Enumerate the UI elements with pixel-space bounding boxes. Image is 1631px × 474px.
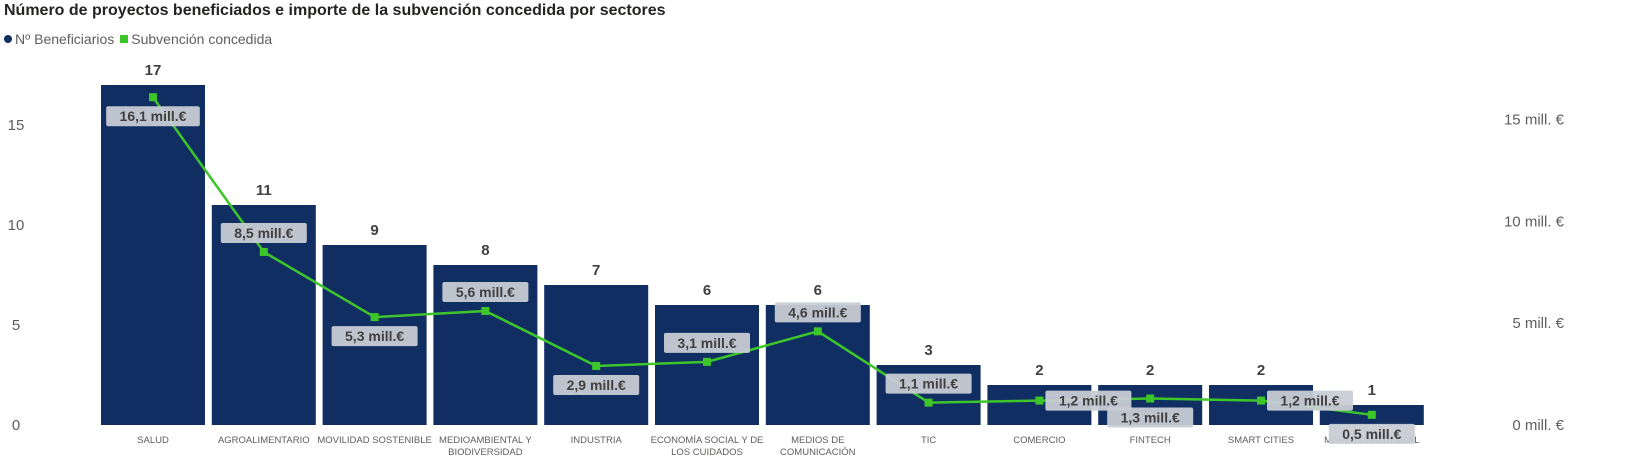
category-label-10: SMART CITIES <box>1228 435 1294 446</box>
line-label-11: 0,5 mill.€ <box>1342 426 1401 442</box>
bars <box>101 85 1424 425</box>
legend-item-beneficiarios[interactable]: Nº Beneficiarios <box>4 31 114 47</box>
left-axis-tick-10: 10 <box>8 217 25 234</box>
line-label-9: 1,3 mill.€ <box>1121 410 1180 426</box>
line-label-box-5 <box>664 332 750 353</box>
category-label-7: TIC <box>921 435 936 446</box>
subvencion-line <box>149 93 1376 419</box>
line-label-box-10 <box>1267 390 1353 411</box>
line-label-2: 5,3 mill.€ <box>345 328 404 344</box>
bar-label-0: 17 <box>145 62 162 79</box>
legend-label-beneficiarios: Nº Beneficiarios <box>15 31 115 47</box>
bar-label-11: 1 <box>1368 382 1376 399</box>
line-label-1: 8,5 mill.€ <box>234 225 293 241</box>
bar-label-6: 6 <box>814 282 822 299</box>
left-axis-tick-15: 15 <box>8 117 25 134</box>
category-label-8: COMERCIO <box>1013 435 1065 446</box>
legend-item-subvencion[interactable]: Subvención concedida <box>120 31 272 47</box>
right-axis-tick-10: 10 mill. € <box>1504 213 1565 230</box>
line-point-9 <box>1146 394 1155 403</box>
bar-4 <box>544 285 649 425</box>
legend-marker-subvencion <box>120 35 129 43</box>
right-axis-tick-5: 5 mill. € <box>1512 315 1564 332</box>
right-axis: 0 mill. € 5 mill. € 10 mill. € 15 mill. € <box>1504 112 1565 434</box>
legend-label-subvencion: Subvención concedida <box>131 31 273 47</box>
category-label-0: SALUD <box>137 435 169 446</box>
chart-title: Número de proyectos beneficiados e impor… <box>4 2 666 19</box>
bar-6 <box>765 305 870 425</box>
line-point-2 <box>370 313 379 322</box>
bar-labels: 17 11 9 8 7 6 6 3 2 2 2 1 <box>145 62 1376 399</box>
category-labels: SALUD AGROALIMENTARIO MOVILIDAD SOSTENIBLE… <box>137 435 1419 458</box>
left-axis-tick-0: 0 <box>12 417 20 434</box>
bar-label-9: 2 <box>1146 362 1154 379</box>
bar-label-3: 8 <box>481 242 489 259</box>
line-point-1 <box>259 247 268 256</box>
line-label-box-1 <box>220 222 307 243</box>
bar-0 <box>101 85 205 425</box>
category-label-2: MOVILIDAD SOSTENIBLE <box>317 435 432 446</box>
category-label-1: AGROALIMENTARIO <box>218 435 310 446</box>
line-label-box-3 <box>442 281 529 302</box>
line-label-box-8 <box>1045 390 1132 411</box>
line-point-7 <box>924 398 933 407</box>
subvencion-polyline <box>151 96 1372 417</box>
line-point-0 <box>149 93 157 102</box>
right-axis-tick-0: 0 mill. € <box>1512 417 1564 434</box>
line-point-11 <box>1367 410 1376 419</box>
bar-label-7: 3 <box>924 342 932 359</box>
line-label-box-7 <box>885 373 972 394</box>
category-label-3: MEDIOAMBIENTAL Y BIODIVERSIDAD <box>439 435 532 458</box>
line-label-5: 3,1 mill.€ <box>677 335 736 351</box>
line-label-box-2 <box>331 326 418 347</box>
line-point-8 <box>1035 396 1044 405</box>
line-label-box-6 <box>774 302 861 323</box>
line-label-box-0 <box>106 106 200 127</box>
line-label-box-9 <box>1107 407 1194 428</box>
line-label-7: 1,1 mill.€ <box>899 376 958 392</box>
line-point-3 <box>481 306 490 315</box>
left-axis: 0 5 10 15 <box>8 117 25 434</box>
category-label-4: INDUSTRIA <box>571 435 623 446</box>
line-point-5 <box>703 357 711 366</box>
line-labels: 16,1 mill.€ 8,5 mill.€ 5,3 mill.€ 5,6 mill.… <box>106 106 1415 444</box>
left-axis-tick-5: 5 <box>12 317 20 334</box>
bar-label-8: 2 <box>1035 362 1043 379</box>
line-label-4: 2,9 mill.€ <box>567 377 626 393</box>
bar-label-1: 11 <box>256 182 272 199</box>
line-label-box-4 <box>553 374 640 395</box>
category-label-9: FINTECH <box>1130 435 1171 446</box>
line-label-6: 4,6 mill.€ <box>788 304 847 320</box>
line-point-10 <box>1257 396 1265 405</box>
line-label-8: 1,2 mill.€ <box>1059 393 1118 409</box>
bar-label-5: 6 <box>703 282 711 299</box>
bar-label-2: 9 <box>370 222 378 239</box>
line-label-10: 1,2 mill.€ <box>1280 393 1339 409</box>
legend-marker-beneficiarios <box>4 35 12 43</box>
legend: Nº Beneficiarios Subvención concedida <box>4 31 278 47</box>
category-label-5: ECONOMÍA SOCIAL Y DE LOS CUIDADOS <box>651 435 764 458</box>
line-point-4 <box>592 361 601 370</box>
bar-label-10: 2 <box>1257 362 1265 379</box>
line-label-3: 5,6 mill.€ <box>456 284 515 300</box>
category-label-6: MEDIOS DE COMUNICACIÓN <box>780 435 856 458</box>
line-label-0: 16,1 mill.€ <box>120 108 187 124</box>
line-label-box-11 <box>1328 423 1415 444</box>
right-axis-tick-15: 15 mill. € <box>1504 112 1565 129</box>
bar-label-4: 7 <box>592 262 600 279</box>
line-point-6 <box>813 327 822 336</box>
